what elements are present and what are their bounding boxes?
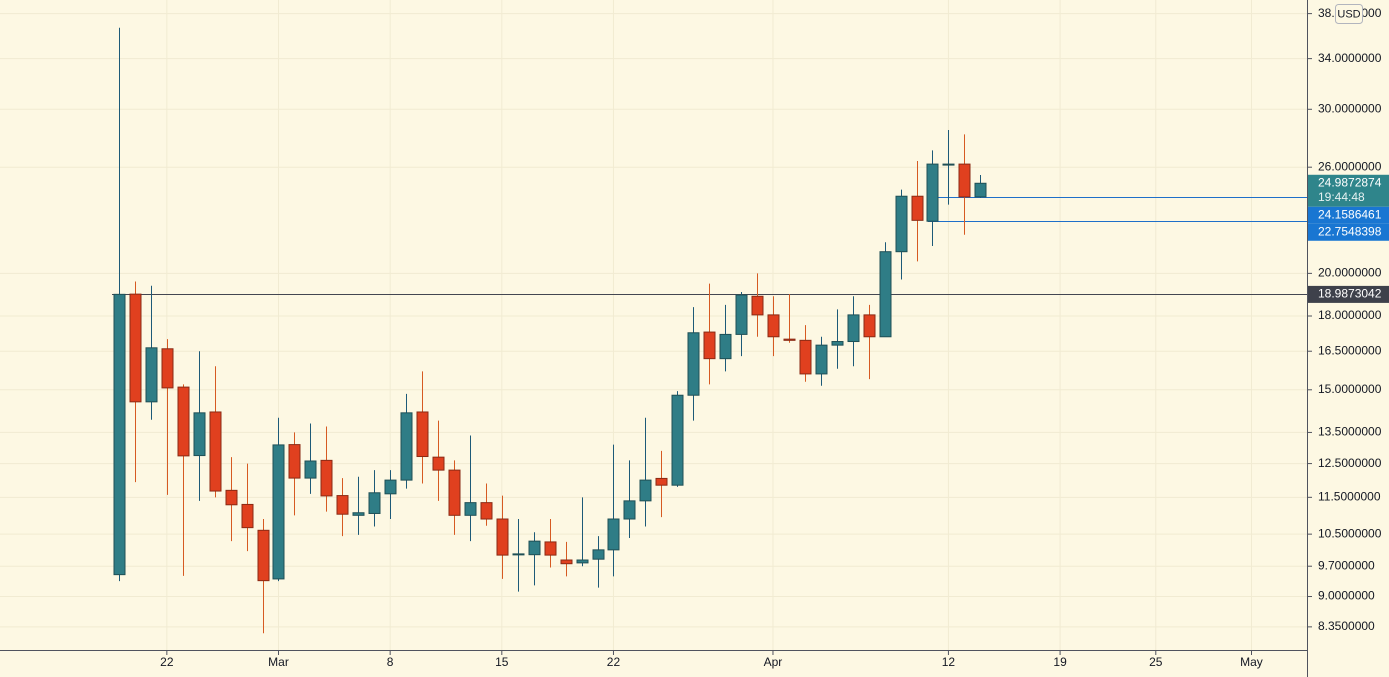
candle-body — [926, 163, 939, 222]
candle-body — [576, 559, 589, 564]
candle-body — [592, 549, 605, 560]
candle-body — [241, 503, 254, 529]
y-tick-label: 26.0000000 — [1318, 159, 1382, 173]
y-tick-label: 20.0000000 — [1318, 266, 1382, 280]
price-label: 24.1586461 — [1318, 207, 1382, 221]
candle-body — [942, 163, 955, 166]
y-tick-label: 9.7000000 — [1318, 558, 1375, 572]
countdown-label: 19:44:48 — [1318, 190, 1365, 204]
y-tick-label: 16.5000000 — [1318, 343, 1382, 357]
candle-body — [448, 469, 461, 516]
candle-body — [544, 541, 557, 556]
candle-body — [639, 479, 652, 502]
candle-body — [974, 182, 987, 198]
candle-body — [145, 347, 158, 403]
candle-body — [352, 512, 365, 516]
x-tick-label: 19 — [1053, 655, 1067, 669]
candle-body — [911, 195, 924, 221]
y-tick-label: 8.3500000 — [1318, 619, 1375, 633]
y-tick-label: 30.0000000 — [1318, 101, 1382, 115]
candle-body — [847, 314, 860, 343]
candle-body — [815, 344, 828, 375]
candle-body — [113, 293, 126, 576]
candle-body — [336, 495, 349, 515]
x-tick-label: 25 — [1149, 655, 1163, 669]
candle-body — [831, 341, 844, 346]
candle-body — [895, 195, 908, 253]
price-label: 24.9872874 — [1318, 175, 1382, 189]
candle-body — [496, 518, 509, 556]
candle-body — [480, 502, 493, 520]
candle-body — [655, 477, 668, 486]
x-tick-label: Mar — [268, 655, 289, 669]
candle-body — [671, 394, 684, 486]
y-tick-label: 18.0000000 — [1318, 308, 1382, 322]
y-tick-label: 11.5000000 — [1318, 489, 1381, 503]
y-tick-label: 15.0000000 — [1318, 382, 1382, 396]
candle-body — [416, 411, 429, 458]
candle-body — [751, 295, 764, 316]
candle-body — [560, 559, 573, 565]
price-label: 18.9873042 — [1318, 287, 1382, 301]
currency-label[interactable]: USD — [1337, 8, 1360, 20]
candle-body — [958, 163, 971, 198]
candle-body — [384, 479, 397, 495]
candle-body — [863, 314, 876, 338]
candle-body — [320, 459, 333, 497]
candle-body — [512, 553, 525, 556]
y-tick-label: 10.5000000 — [1318, 526, 1382, 540]
candle-body — [767, 314, 780, 338]
candle-body — [288, 444, 301, 479]
x-tick-label: 8 — [387, 655, 394, 669]
candle-body — [193, 412, 206, 457]
x-tick-label: 22 — [607, 655, 621, 669]
x-tick-label: 15 — [495, 655, 509, 669]
price-label-box — [1308, 285, 1389, 303]
x-tick-label: Apr — [764, 655, 783, 669]
price-label-box — [1308, 206, 1389, 224]
candle-body — [879, 251, 892, 338]
y-tick-label: 13.5000000 — [1318, 425, 1382, 439]
candle-body — [735, 294, 748, 335]
candle-body — [432, 456, 445, 471]
currency-badge-box[interactable] — [1335, 4, 1363, 24]
candle-body — [177, 386, 190, 457]
candle-body — [400, 412, 413, 481]
candle-body — [703, 331, 716, 360]
candle-body — [368, 492, 381, 514]
candle-body — [304, 460, 317, 479]
candle-body — [799, 339, 812, 375]
x-tick-label: 12 — [942, 655, 956, 669]
candle-body — [607, 518, 620, 551]
candle-body — [464, 502, 477, 516]
candle-body — [225, 489, 238, 506]
x-tick-label: May — [1240, 655, 1263, 669]
candle-body — [687, 332, 700, 396]
y-tick-label: 34.0000000 — [1318, 51, 1382, 65]
x-tick-label: 22 — [160, 655, 174, 669]
candle-body — [623, 500, 636, 520]
candle-body — [129, 293, 142, 403]
price-label-box — [1308, 174, 1389, 207]
candle-body — [272, 444, 285, 580]
candle-body — [528, 540, 541, 556]
currency-badge[interactable]: USD — [1335, 4, 1363, 24]
candle-body — [719, 333, 732, 360]
candle-body — [209, 411, 222, 492]
y-tick-label: 9.0000000 — [1318, 589, 1375, 603]
candle-body — [783, 338, 796, 341]
price-label-box — [1308, 223, 1389, 241]
candle-body — [257, 529, 270, 582]
candle-body — [161, 348, 174, 389]
y-tick-label: 12.5000000 — [1318, 456, 1382, 470]
price-label: 22.7548398 — [1318, 224, 1382, 238]
